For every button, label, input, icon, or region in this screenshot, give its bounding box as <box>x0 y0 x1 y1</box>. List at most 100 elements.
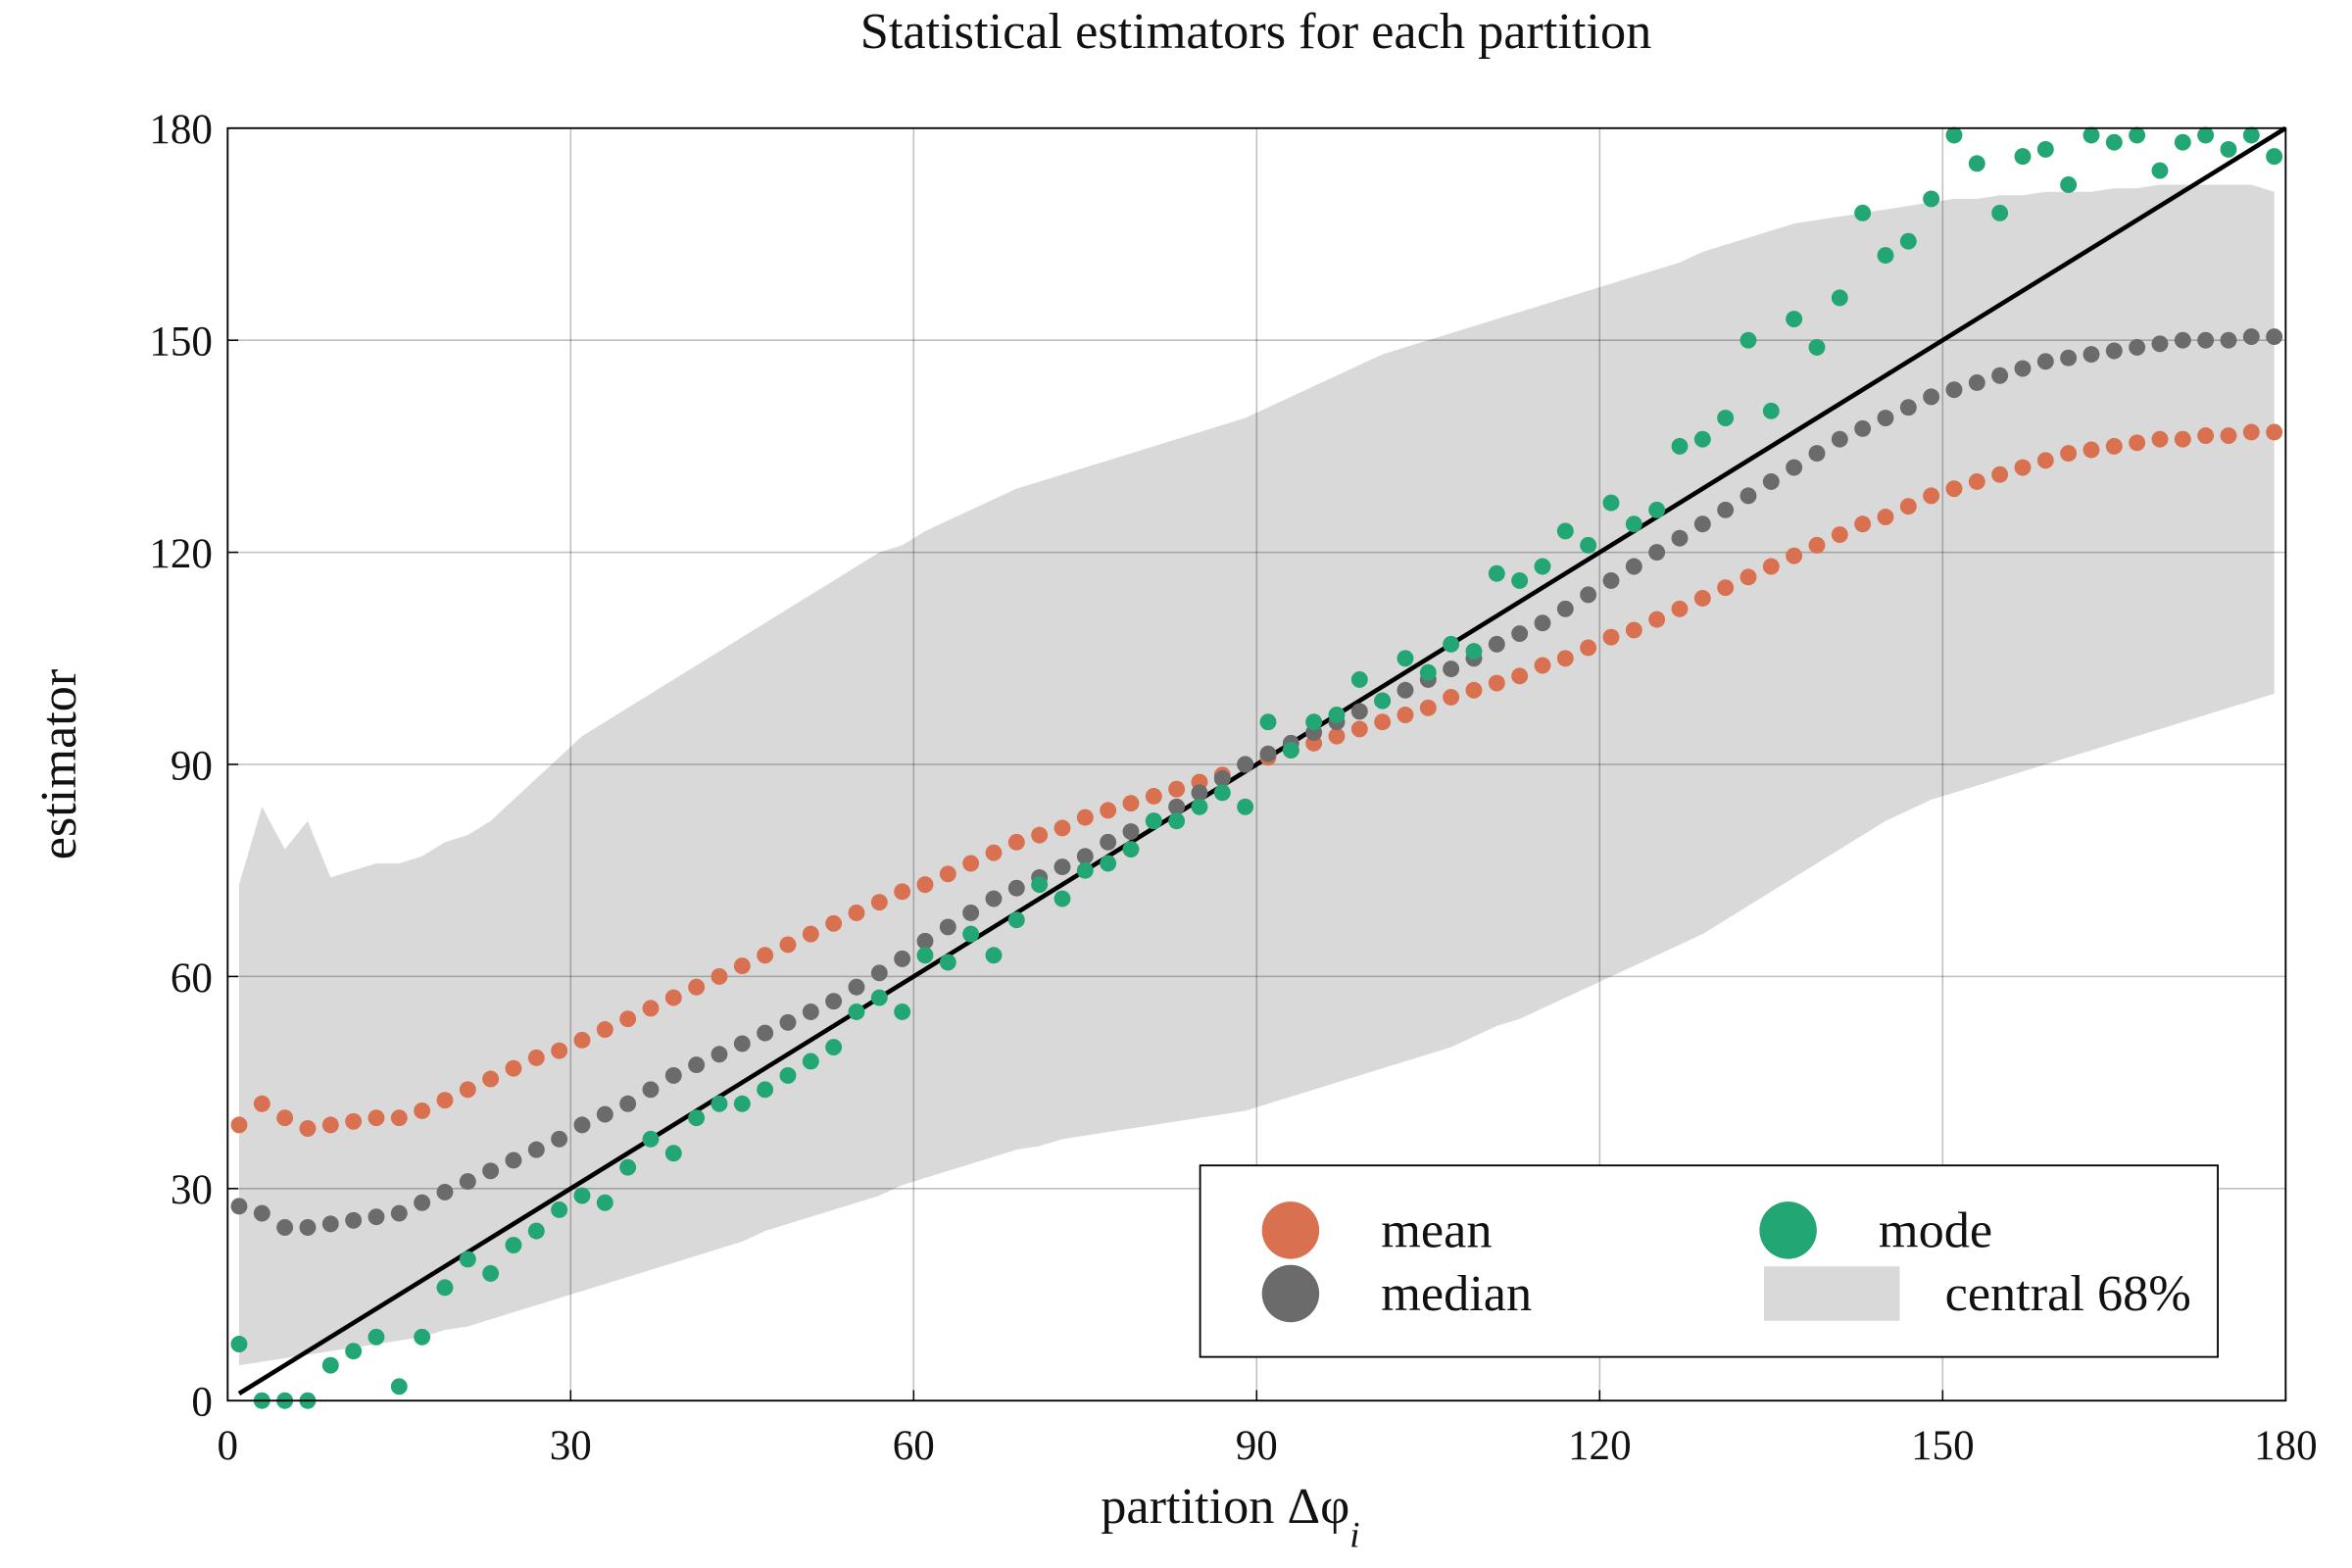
point <box>688 978 706 996</box>
point <box>436 1092 454 1109</box>
x-tick-label: 120 <box>1568 1423 1632 1469</box>
point <box>1191 798 1208 815</box>
point <box>2174 133 2191 151</box>
point <box>573 1116 591 1134</box>
point <box>390 1109 408 1127</box>
point <box>2174 430 2191 448</box>
legend-label: mode <box>1879 1201 1992 1258</box>
point <box>664 1145 682 1162</box>
point <box>1259 713 1277 731</box>
point <box>1031 876 1049 894</box>
point <box>2174 331 2191 349</box>
point <box>1374 692 1392 710</box>
point <box>1419 699 1437 716</box>
legend-marker <box>1261 1201 1320 1259</box>
point <box>1556 650 1574 667</box>
point <box>619 1010 637 1028</box>
point <box>459 1173 476 1191</box>
point <box>414 1194 431 1211</box>
point <box>1054 819 1071 837</box>
legend-label: mean <box>1381 1201 1492 1258</box>
point <box>642 1130 660 1148</box>
point <box>1854 419 1872 437</box>
x-tick-label: 150 <box>1911 1423 1975 1469</box>
point <box>848 1004 865 1020</box>
point <box>230 1336 248 1352</box>
point <box>321 1116 339 1134</box>
point <box>1717 410 1735 426</box>
point <box>1762 558 1780 575</box>
point <box>1877 410 1894 426</box>
x-axis-label-sub: i <box>1349 1514 1359 1554</box>
point <box>1968 472 1985 490</box>
point <box>985 844 1003 861</box>
point <box>1831 526 1848 544</box>
x-axis-label-main: partition Δφ <box>1101 1478 1349 1535</box>
point <box>2197 427 2215 445</box>
point <box>345 1112 363 1130</box>
point <box>505 1237 522 1253</box>
point <box>1625 621 1642 639</box>
point <box>1396 707 1414 723</box>
legend-marker <box>1759 1201 1817 1259</box>
point <box>2242 328 2260 346</box>
point <box>2036 353 2054 370</box>
point <box>573 1031 591 1049</box>
point <box>2060 176 2078 193</box>
point <box>1488 674 1505 692</box>
point <box>1968 374 1985 391</box>
point <box>368 1328 385 1346</box>
point <box>230 1116 248 1134</box>
point <box>1031 826 1049 844</box>
point <box>2060 445 2078 463</box>
point <box>894 883 911 901</box>
point <box>1100 802 1117 819</box>
point <box>1213 769 1231 787</box>
point <box>962 905 980 921</box>
y-tick-label: 120 <box>149 531 213 577</box>
point <box>825 914 843 932</box>
point <box>2266 423 2283 441</box>
point <box>1007 911 1025 929</box>
point <box>1625 558 1642 575</box>
point <box>2036 140 2054 158</box>
point <box>1648 501 1666 518</box>
point <box>1076 861 1094 879</box>
point <box>779 1066 797 1084</box>
point <box>710 967 728 985</box>
point <box>321 1356 339 1374</box>
point <box>1556 600 1574 617</box>
point <box>1054 858 1071 876</box>
point <box>1877 247 1894 265</box>
point <box>1511 625 1529 643</box>
point <box>2129 338 2146 356</box>
point <box>1282 742 1299 760</box>
point <box>1786 547 1803 564</box>
point <box>1305 713 1323 731</box>
point <box>1602 494 1620 512</box>
point <box>1717 501 1735 518</box>
point <box>1145 787 1162 805</box>
point <box>985 890 1003 907</box>
point <box>802 1053 819 1070</box>
point <box>1602 628 1620 646</box>
point <box>390 1204 408 1222</box>
point <box>757 947 774 964</box>
point <box>482 1264 500 1282</box>
point <box>1511 571 1529 589</box>
point <box>1602 571 1620 589</box>
point <box>710 1046 728 1063</box>
point <box>1488 635 1505 653</box>
point <box>1191 784 1208 802</box>
point <box>1511 667 1529 685</box>
point <box>1396 681 1414 699</box>
point <box>253 1204 270 1222</box>
y-tick-label: 90 <box>171 743 213 789</box>
point <box>1465 681 1483 699</box>
point <box>757 1081 774 1099</box>
point <box>414 1102 431 1119</box>
point <box>459 1081 476 1099</box>
point <box>1899 498 1917 515</box>
point <box>2105 133 2123 151</box>
point <box>2036 452 2054 469</box>
